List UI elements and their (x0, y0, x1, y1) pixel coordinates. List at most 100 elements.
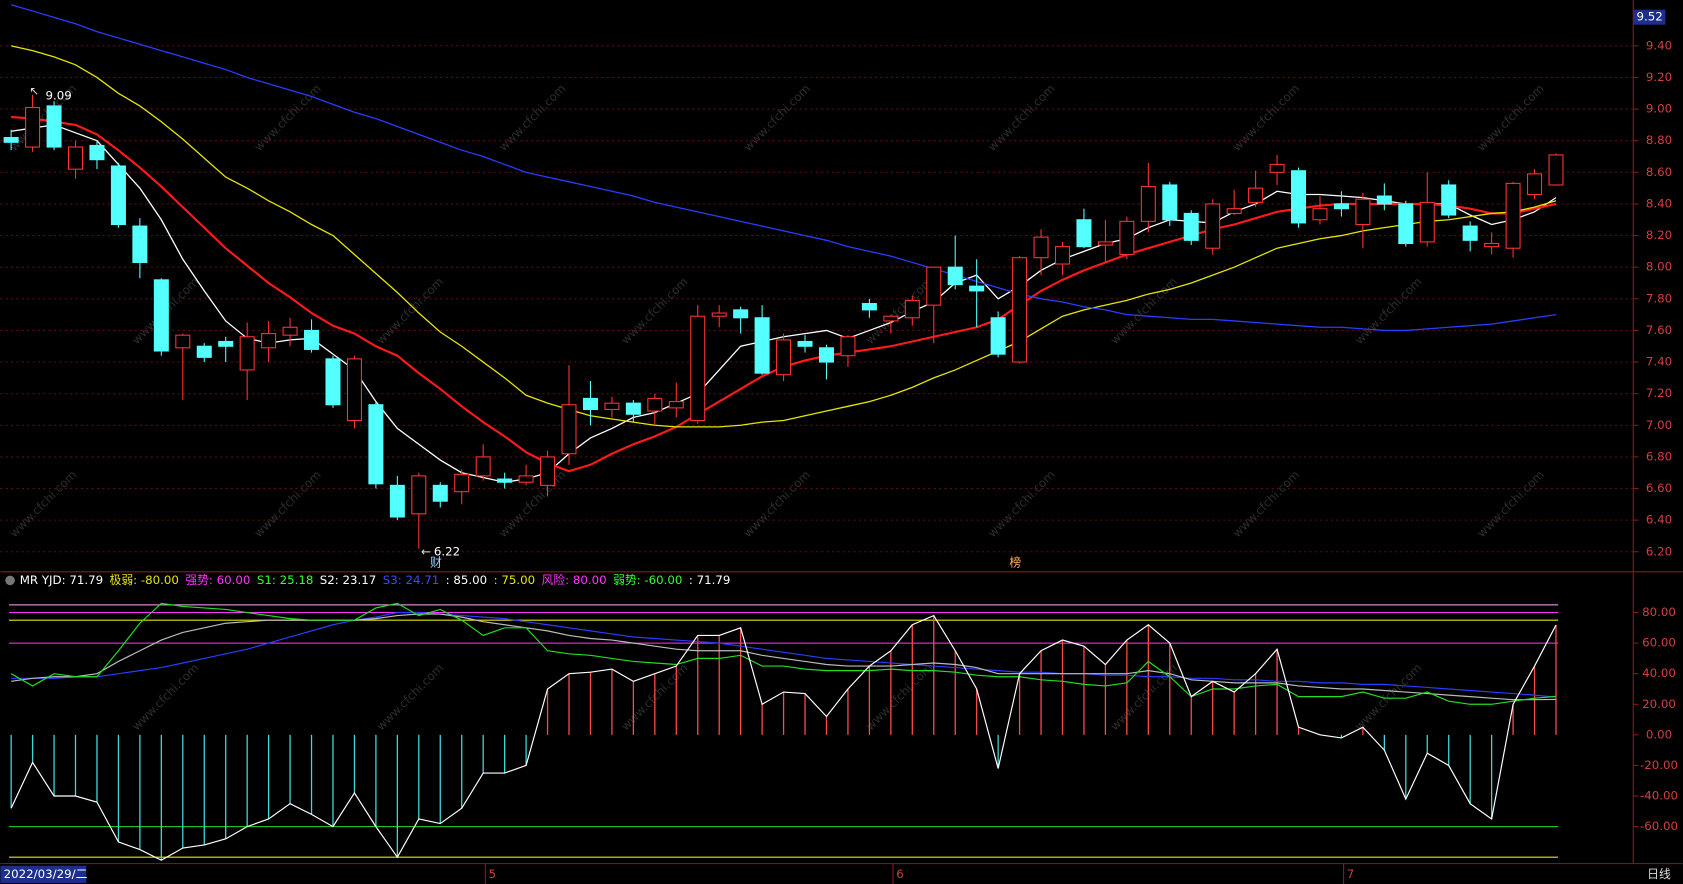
candle-body (1484, 242, 1500, 248)
y-tick-label: 6.40 (1646, 513, 1672, 527)
candle-body (25, 106, 41, 148)
candle-body (904, 299, 920, 319)
low-label: 6.22 (434, 544, 460, 558)
candle-body (1398, 203, 1414, 245)
period-label: 日线 (1647, 867, 1671, 881)
candle-body (561, 404, 577, 455)
y-tick-label: 8.00 (1646, 260, 1672, 274)
candle-body (3, 137, 19, 143)
indicator-header-item: MR YJD: 71.79 (20, 573, 103, 587)
candle-body (604, 402, 620, 411)
candle-body (89, 144, 105, 161)
candle-body (1097, 241, 1113, 246)
candle-body (1183, 212, 1199, 241)
low-arrow: ← (421, 544, 431, 558)
indicator-header-item: S1: 25.18 (257, 573, 314, 587)
candle-body (690, 315, 706, 422)
indicator-header-item: : 71.79 (689, 573, 731, 587)
candle-body (432, 484, 448, 502)
candle-body (1376, 195, 1392, 205)
date-label: 2022/03/29/二 (4, 867, 88, 881)
candle-body (1012, 257, 1028, 363)
candle-body (153, 279, 169, 352)
candle-body (540, 456, 556, 486)
y-tick-label: 8.20 (1646, 228, 1672, 242)
candle-body (1419, 201, 1435, 243)
candle-body (475, 456, 491, 477)
indicator-header-item: S3: 24.71 (383, 573, 440, 587)
candle-body (1076, 219, 1092, 248)
candle-body (196, 345, 212, 358)
y-tick-label: 7.40 (1646, 355, 1672, 369)
candle-body (647, 397, 663, 412)
top-price-box (1633, 9, 1666, 25)
candle-body (625, 402, 641, 415)
indicator-line (11, 611, 1557, 698)
candle-body (947, 266, 963, 286)
candle-body (861, 303, 877, 311)
y-tick-label: 8.60 (1646, 165, 1672, 179)
candle-body (990, 317, 1006, 355)
candle-body (668, 401, 684, 409)
y-tick-label: 8.40 (1646, 196, 1672, 210)
month-label: 6 (896, 867, 904, 881)
indicator-header-item: 风险: 80.00 (542, 573, 607, 587)
candle-body (1548, 154, 1564, 186)
candle-body (239, 336, 255, 371)
y-tick-label: 0.00 (1646, 727, 1672, 741)
y-tick-label: 6.60 (1646, 481, 1672, 495)
y-tick-label: 6.80 (1646, 449, 1672, 463)
event-marker: 榜 (1009, 556, 1021, 570)
candle-body (776, 339, 792, 376)
candle-body (797, 340, 813, 347)
candle-body (1226, 208, 1242, 214)
month-label: 5 (489, 867, 497, 881)
candle-body (969, 285, 985, 292)
candle-body (1505, 182, 1521, 249)
indicator-header-item: 强势: 60.00 (185, 573, 250, 587)
candle-body (304, 329, 320, 350)
y-tick-label: 20.00 (1642, 697, 1676, 711)
candle-body (1119, 220, 1135, 256)
candle-body (346, 358, 362, 422)
high-label: 9.09 (45, 88, 71, 102)
candle-body (282, 326, 298, 336)
candle-body (1162, 184, 1178, 221)
candle-body (711, 312, 727, 317)
y-tick-label: 7.20 (1646, 386, 1672, 400)
candle-body (1441, 184, 1457, 216)
candle-body (1333, 203, 1349, 210)
candle-body (840, 336, 856, 357)
candle-body (1291, 170, 1307, 224)
indicator-header-item: 极弱: -80.00 (110, 573, 179, 587)
candle-body (110, 165, 126, 226)
y-tick-label: 8.80 (1646, 133, 1672, 147)
month-label: 7 (1347, 867, 1355, 881)
y-tick-label: 9.20 (1646, 70, 1672, 84)
high-arrow: ↖ (29, 84, 39, 98)
candle-body (218, 340, 234, 347)
candle-body (67, 146, 84, 170)
y-tick-label: 9.00 (1646, 102, 1672, 116)
candle-body (368, 404, 384, 485)
indicator-line (10, 614, 1557, 861)
event-marker: 财 (430, 556, 442, 570)
y-tick-label: 6.20 (1646, 544, 1672, 558)
indicator-line (10, 602, 1557, 705)
candle-body (1355, 198, 1371, 226)
top-price-label: 9.52 (1636, 10, 1662, 24)
y-tick-label: -40.00 (1640, 789, 1678, 803)
y-tick-label: 7.00 (1646, 418, 1672, 432)
candle-body (926, 266, 942, 306)
candle-body (1248, 187, 1264, 203)
candle-body (1269, 163, 1285, 173)
indicator-header-item: S2: 23.17 (320, 573, 377, 587)
y-tick-label: 7.80 (1646, 291, 1672, 305)
indicator-toggle[interactable] (5, 575, 15, 586)
y-tick-label: 7.60 (1646, 323, 1672, 337)
y-tick-label: -60.00 (1640, 819, 1678, 833)
candle-body (46, 105, 62, 148)
candle-body (1527, 173, 1543, 195)
